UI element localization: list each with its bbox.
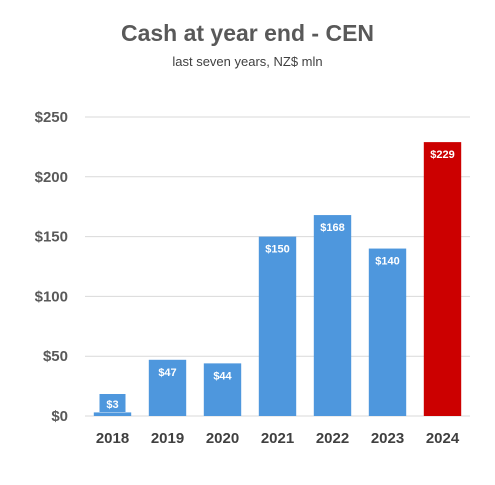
x-tick-label: 2023 xyxy=(371,430,404,447)
bar-2024 xyxy=(423,142,462,416)
bar-2018 xyxy=(93,412,132,416)
bars xyxy=(93,142,462,416)
x-tick-label: 2022 xyxy=(316,430,349,447)
data-label: $3 xyxy=(106,399,118,411)
x-tick-label: 2021 xyxy=(261,430,294,447)
data-label: $47 xyxy=(158,367,176,379)
data-label: $229 xyxy=(430,149,454,161)
y-tick-label: $0 xyxy=(51,408,68,425)
y-tick-label: $100 xyxy=(35,288,68,305)
x-axis-ticks: 2018 2019 2020 2021 2022 2023 2024 xyxy=(96,430,460,447)
y-tick-label: $200 xyxy=(35,169,68,186)
y-tick-label: $150 xyxy=(35,229,68,246)
bar-2020 xyxy=(203,363,242,416)
data-label: $150 xyxy=(265,244,289,256)
data-label: $140 xyxy=(375,256,399,268)
data-label: $44 xyxy=(213,370,232,382)
chart-subtitle: last seven years, NZ$ mln xyxy=(172,54,323,69)
x-tick-label: 2024 xyxy=(426,430,460,447)
x-tick-label: 2019 xyxy=(151,430,184,447)
x-tick-label: 2018 xyxy=(96,430,129,447)
bar-2019 xyxy=(148,359,187,416)
y-axis-ticks: $0 $50 $100 $150 $200 $250 xyxy=(35,109,68,425)
data-label-box xyxy=(99,394,126,412)
y-tick-label: $50 xyxy=(43,348,68,365)
bar-2022 xyxy=(313,215,352,416)
data-label: $168 xyxy=(320,222,344,234)
data-labels: $3 $47 $44 $150 $168 $140 $229 xyxy=(99,149,455,412)
y-tick-label: $250 xyxy=(35,109,68,126)
bar-2021 xyxy=(258,236,297,416)
chart-title: Cash at year end - CEN xyxy=(120,20,375,46)
x-tick-label: 2020 xyxy=(206,430,239,447)
bar-2023 xyxy=(368,248,407,416)
